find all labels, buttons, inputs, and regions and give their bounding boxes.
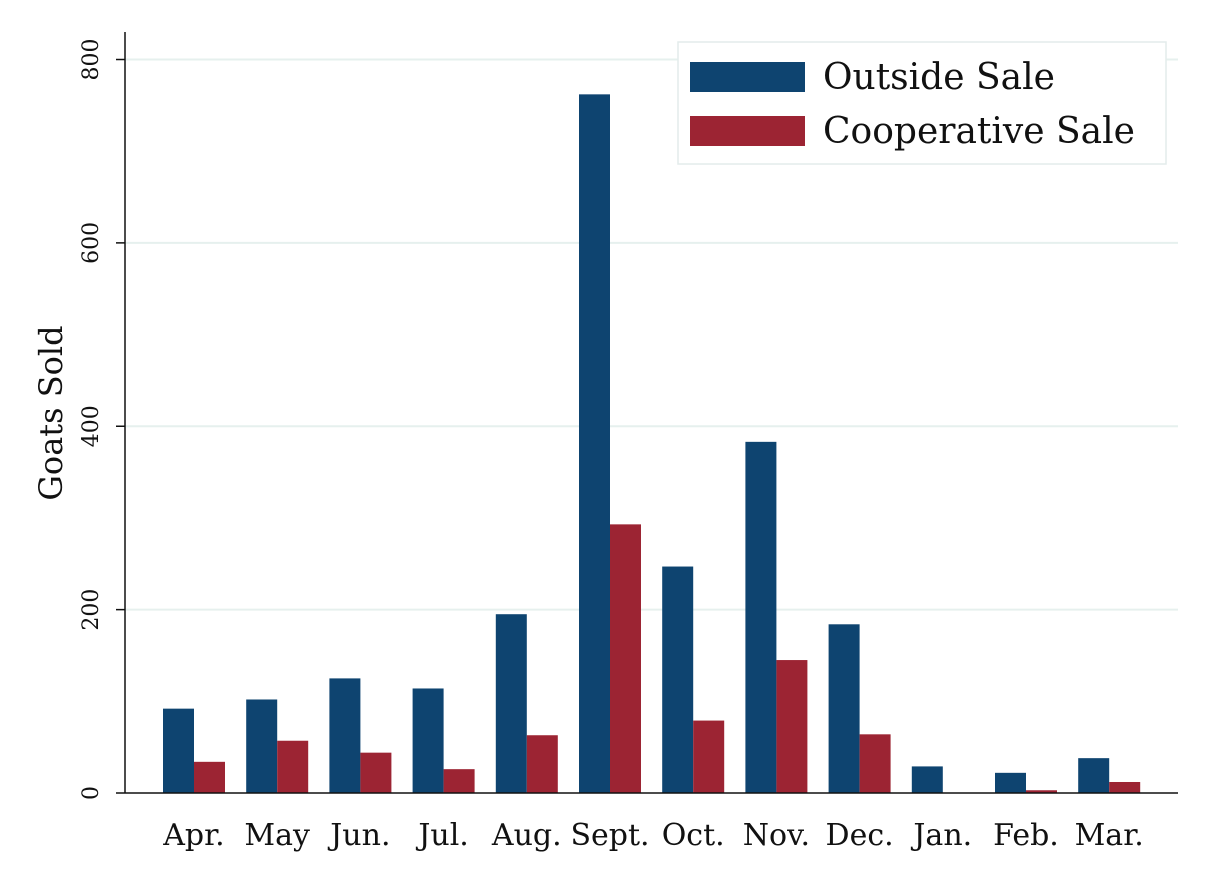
x-tick-label-mar: Mar. — [1075, 818, 1144, 853]
x-tick-label-sept: Sept. — [570, 818, 649, 853]
y-axis-title: Goats Sold — [32, 325, 70, 500]
bar-outside-mar — [1078, 758, 1110, 793]
legend-label-outside: Outside Sale — [823, 57, 1055, 98]
bar-outside-may — [246, 699, 278, 793]
bar-outside-nov — [745, 441, 777, 793]
x-tick-label-may: May — [244, 818, 310, 853]
bar-cooperative-dec — [859, 734, 891, 793]
bars — [163, 94, 1141, 793]
y-tick-label-600: 600 — [79, 222, 104, 264]
y-tick-label-0: 0 — [79, 786, 104, 800]
bar-outside-jan — [911, 766, 943, 793]
x-tick-label-feb: Feb. — [993, 818, 1059, 853]
bar-outside-aug — [495, 614, 527, 793]
bar-outside-apr — [163, 708, 194, 793]
bar-cooperative-jul — [443, 769, 475, 793]
axes: 0 200 400 600 800 Apr. May Jun. Jul. Aug. Sept. Oct… — [79, 32, 1178, 853]
bar-outside-sept — [579, 94, 610, 793]
x-tick-label-aug: Aug. — [491, 818, 562, 853]
bar-cooperative-mar — [1109, 781, 1141, 793]
bar-cooperative-oct — [693, 720, 725, 793]
bar-outside-dec — [828, 624, 860, 793]
y-tick-label-200: 200 — [79, 589, 104, 631]
legend-label-cooperative: Cooperative Sale — [823, 111, 1135, 152]
bar-outside-jun — [329, 678, 361, 793]
bar-outside-feb — [995, 772, 1026, 793]
bar-outside-oct — [662, 566, 694, 793]
x-tick-label-jan: Jan. — [910, 818, 972, 853]
legend-swatch-cooperative — [690, 116, 805, 146]
bar-cooperative-jun — [360, 752, 392, 793]
y-tick-label-400: 400 — [79, 405, 104, 447]
bar-cooperative-feb — [1026, 790, 1057, 793]
x-tick-label-apr: Apr. — [162, 818, 224, 853]
x-tick-label-jun: Jun. — [327, 818, 390, 853]
legend: Outside Sale Cooperative Sale — [677, 41, 1167, 165]
x-tick-label-oct: Oct. — [662, 818, 725, 853]
bar-cooperative-may — [277, 740, 309, 793]
bar-outside-jul — [412, 688, 444, 793]
x-tick-label-dec: Dec. — [826, 818, 894, 853]
bar-cooperative-apr — [194, 761, 225, 793]
y-tick-label-800: 800 — [79, 39, 104, 81]
x-tick-label-jul: Jul. — [415, 818, 468, 853]
bar-cooperative-sept — [610, 524, 641, 793]
legend-swatch-outside — [690, 62, 805, 92]
bar-cooperative-aug — [526, 735, 558, 793]
x-tick-label-nov: Nov. — [743, 818, 810, 853]
bar-cooperative-nov — [776, 660, 808, 793]
